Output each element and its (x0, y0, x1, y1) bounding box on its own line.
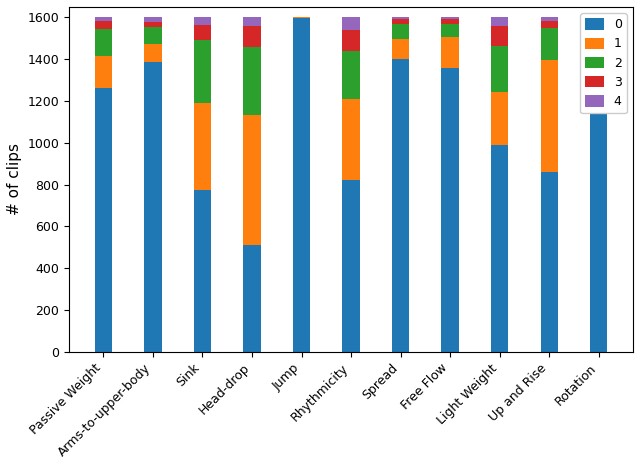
Bar (590, 21, 607, 28)
Bar (491, 46, 508, 92)
Bar (144, 43, 162, 62)
Bar (95, 56, 112, 89)
Bar (243, 245, 260, 352)
Bar (392, 39, 410, 59)
Bar (541, 172, 558, 352)
Bar (392, 24, 410, 39)
Bar (491, 92, 508, 145)
Bar (342, 17, 360, 30)
Bar (144, 27, 162, 43)
Bar (243, 26, 260, 47)
Bar (243, 17, 260, 26)
Bar (491, 26, 508, 46)
Bar (194, 17, 211, 25)
Legend: 0, 1, 2, 3, 4: 0, 1, 2, 3, 4 (580, 13, 627, 113)
Bar (95, 21, 112, 29)
Bar (293, 17, 310, 19)
Bar (342, 99, 360, 180)
Bar (194, 41, 211, 103)
Bar (590, 17, 607, 19)
Y-axis label: # of clips: # of clips (7, 144, 22, 215)
Bar (541, 17, 558, 21)
Bar (590, 19, 607, 21)
Bar (95, 29, 112, 56)
Bar (95, 17, 112, 21)
Bar (194, 25, 211, 41)
Bar (144, 17, 162, 21)
Bar (590, 28, 607, 42)
Bar (194, 103, 211, 190)
Bar (392, 20, 410, 24)
Bar (243, 115, 260, 245)
Bar (392, 59, 410, 352)
Bar (144, 62, 162, 352)
Bar (541, 21, 558, 28)
Bar (442, 19, 459, 24)
Bar (243, 47, 260, 115)
Bar (541, 60, 558, 172)
Bar (491, 17, 508, 26)
Bar (342, 51, 360, 99)
Bar (144, 21, 162, 27)
Bar (590, 42, 607, 352)
Bar (95, 89, 112, 352)
Bar (541, 28, 558, 60)
Bar (194, 190, 211, 352)
Bar (293, 19, 310, 352)
Bar (442, 24, 459, 37)
Bar (342, 180, 360, 352)
Bar (442, 37, 459, 68)
Bar (392, 17, 410, 20)
Bar (442, 68, 459, 352)
Bar (442, 17, 459, 19)
Bar (342, 30, 360, 51)
Bar (491, 145, 508, 352)
